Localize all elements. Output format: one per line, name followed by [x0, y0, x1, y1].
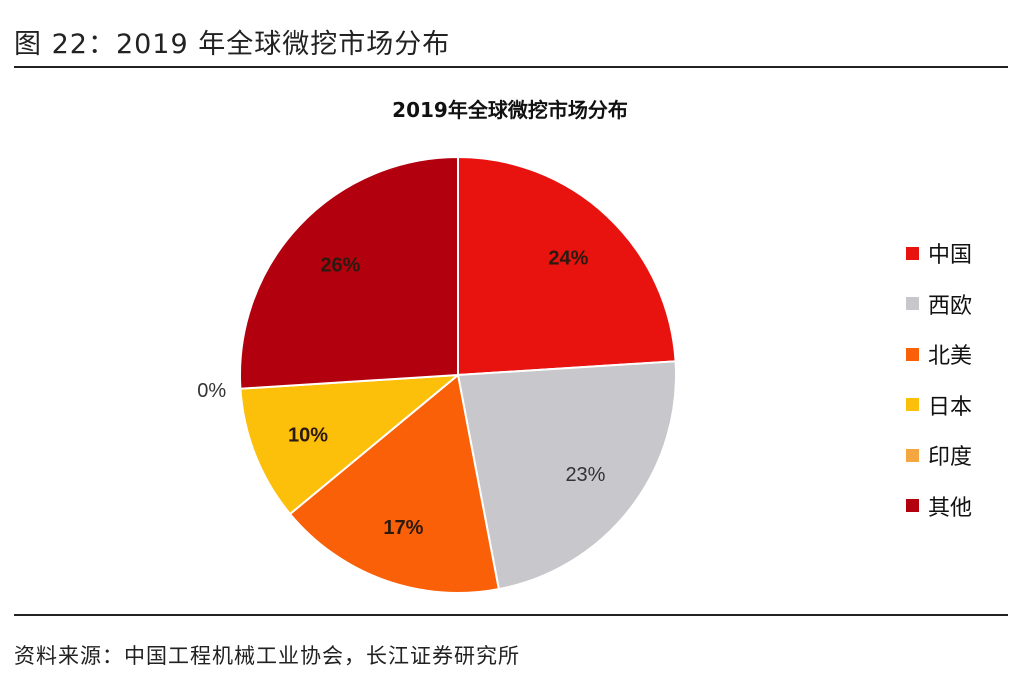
legend-swatch [906, 347, 919, 361]
chart-title: 2019年全球微挖市场分布 [392, 98, 628, 122]
legend-swatch [906, 398, 919, 412]
legend-swatch [906, 499, 919, 513]
legend-label: 西欧 [928, 293, 973, 319]
legend: 中国西欧北美日本印度其他 [906, 228, 972, 531]
figure-title: 图 22：2019 年全球微挖市场分布 [14, 29, 451, 60]
source-note: 资料来源：中国工程机械工业协会，长江证券研究所 [14, 644, 520, 668]
legend-label: 中国 [928, 243, 973, 269]
pie-slice-2 [288, 373, 501, 594]
legend-label: 北美 [928, 344, 973, 370]
legend-item: 北美 [906, 329, 972, 380]
pie-slice-1 [456, 360, 677, 591]
top-rule [14, 66, 1008, 68]
legend-item: 其他 [906, 481, 972, 532]
data-label-3: 10% [288, 424, 328, 446]
legend-item: 印度 [906, 430, 972, 481]
legend-label: 印度 [928, 445, 973, 471]
legend-label: 日本 [928, 394, 973, 420]
legend-item: 西欧 [906, 279, 972, 330]
legend-item: 日本 [906, 380, 972, 431]
data-label-4: 0% [197, 380, 226, 402]
pie-slice-3 [239, 373, 462, 516]
data-label-0: 24% [548, 247, 588, 269]
data-label-2: 17% [383, 517, 423, 539]
legend-swatch [906, 297, 919, 311]
pie-slice-5 [239, 155, 459, 390]
legend-swatch [906, 246, 919, 260]
pie-slice-0 [457, 155, 677, 377]
bottom-rule [14, 614, 1008, 616]
legend-item: 中国 [906, 228, 972, 279]
legend-label: 其他 [928, 495, 973, 521]
data-label-1: 23% [565, 464, 605, 486]
legend-swatch [906, 448, 919, 462]
data-label-5: 26% [320, 255, 360, 277]
